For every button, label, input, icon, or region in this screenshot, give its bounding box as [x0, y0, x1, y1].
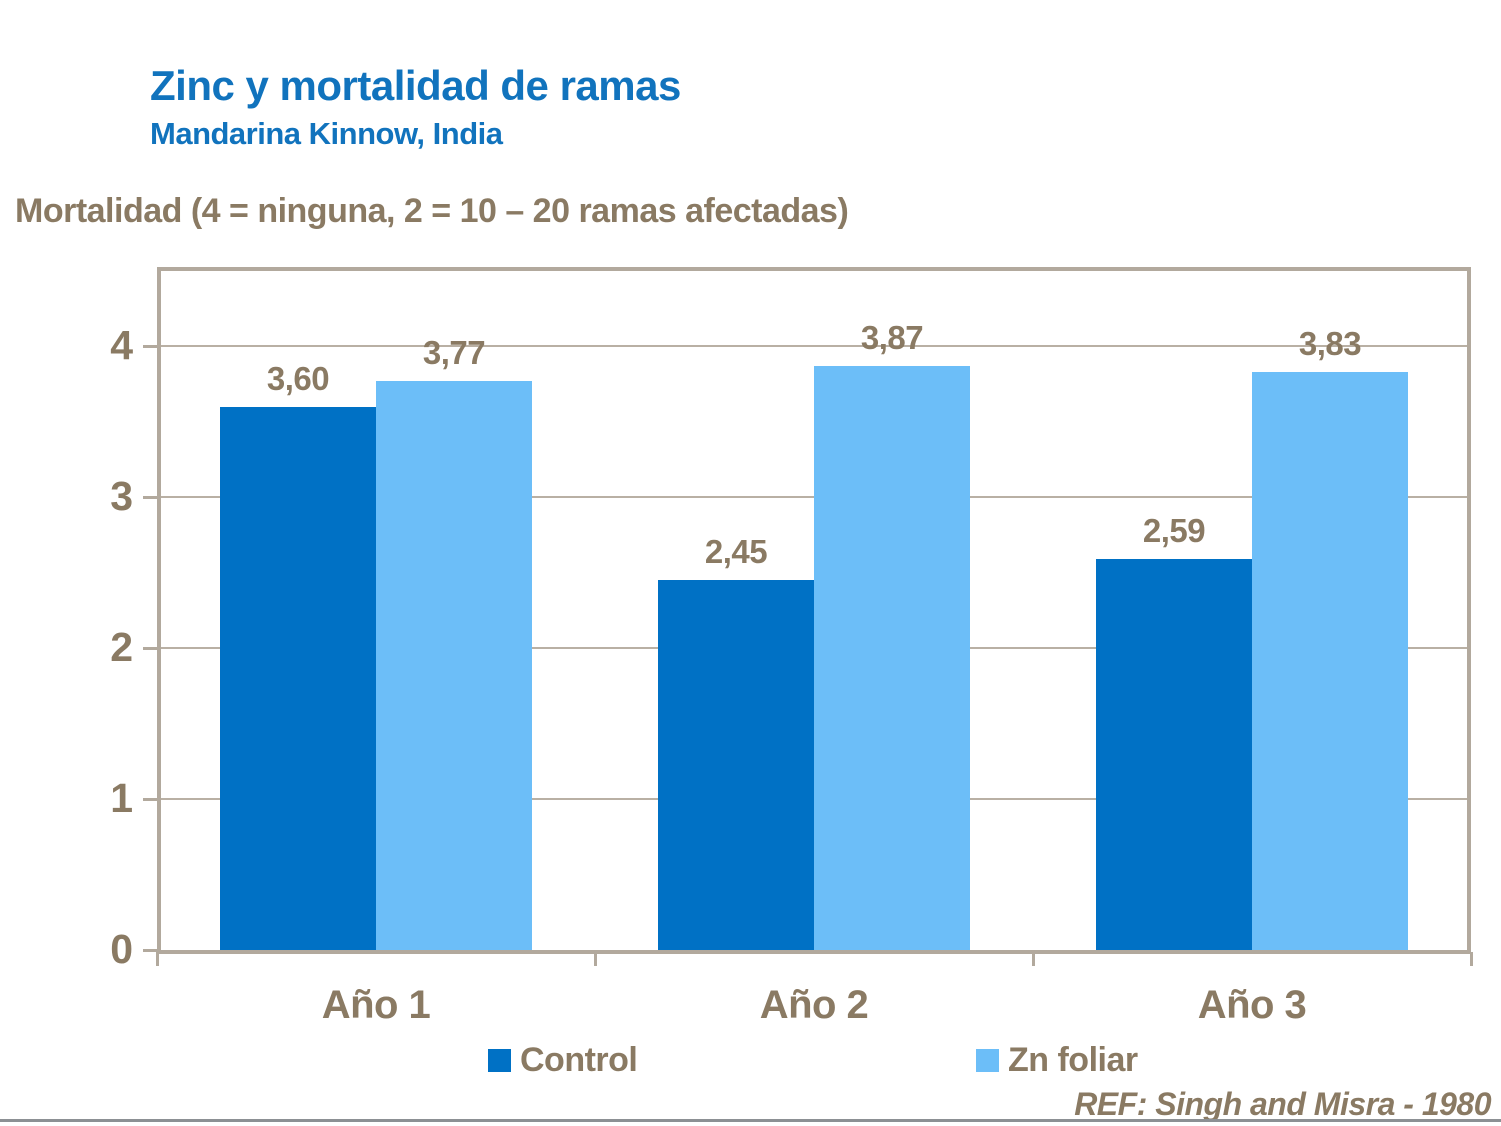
- y-axis-label-1: 1: [110, 775, 133, 822]
- y-axis-label-0: 0: [110, 926, 133, 972]
- y-axis-label-3: 3: [110, 473, 133, 520]
- bar-value-control-año-1: 3,60: [266, 359, 330, 397]
- legend-label-control: Control: [520, 1040, 638, 1079]
- bar-zn-foliar-año-1: [376, 381, 532, 950]
- legend-swatch-control: [488, 1048, 511, 1072]
- bar-value-zn-foliar-año-1: 3,77: [422, 334, 486, 372]
- y-tick-4: [143, 345, 157, 349]
- y-tick-3: [143, 496, 157, 500]
- x-tick-0: [156, 952, 159, 966]
- bar-zn-foliar-año-2: [814, 366, 970, 950]
- y-axis-label-2: 2: [110, 624, 133, 671]
- bar-control-año-2: [658, 580, 814, 950]
- bar-value-zn-foliar-año-2: 3,87: [860, 319, 924, 357]
- bar-value-control-año-3: 2,59: [1142, 512, 1206, 550]
- bar-value-control-año-2: 2,45: [704, 533, 768, 571]
- bar-zn-foliar-año-3: [1252, 372, 1408, 950]
- gridline-4: [161, 345, 1467, 348]
- page-subtitle: Mandarina Kinnow, India: [150, 116, 503, 151]
- x-tick-1: [594, 952, 597, 966]
- x-axis-label-año-2: Año 2: [759, 983, 869, 1027]
- page-title: Zinc y mortalidad de ramas: [150, 62, 681, 109]
- bar-control-año-3: [1096, 559, 1252, 950]
- y-tick-0: [143, 949, 157, 952]
- reference-note: REF: Singh and Misra - 1980: [1074, 1086, 1491, 1122]
- x-tick-3: [1470, 952, 1473, 966]
- bar-value-zn-foliar-año-3: 3,83: [1298, 325, 1362, 363]
- y-axis-caption: Mortalidad (4 = ninguna, 2 = 10 – 20 ram…: [15, 192, 849, 230]
- x-tick-2: [1032, 952, 1035, 966]
- legend-swatch-zn-foliar: [976, 1048, 999, 1072]
- legend-label-zn-foliar: Zn foliar: [1008, 1040, 1138, 1079]
- x-axis-label-año-1: Año 1: [321, 983, 431, 1027]
- legend-item-control: Control: [488, 1040, 638, 1080]
- bottom-divider: [0, 1119, 1501, 1122]
- y-axis-label-4: 4: [110, 322, 133, 369]
- legend-item-zn-foliar: Zn foliar: [976, 1040, 1138, 1080]
- chart-legend: Control Zn foliar: [0, 1040, 1501, 1080]
- x-axis-label-año-3: Año 3: [1197, 983, 1307, 1027]
- y-tick-1: [143, 798, 157, 802]
- y-tick-2: [143, 647, 157, 651]
- bar-control-año-1: [220, 406, 376, 950]
